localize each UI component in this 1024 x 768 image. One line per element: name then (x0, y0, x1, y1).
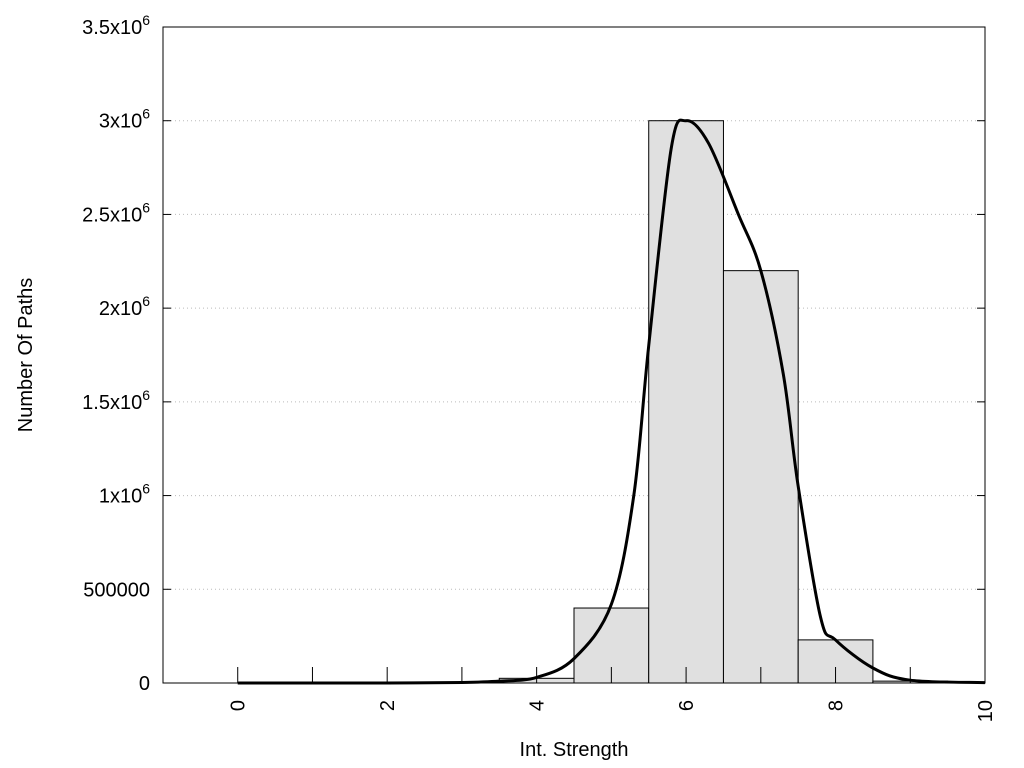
plot-frame (162, 26, 986, 684)
y-tick-label: 500000 (83, 579, 150, 601)
y-tick-label: 0 (139, 673, 150, 695)
x-tick-label: 10 (975, 700, 997, 722)
y-tick-label: 3.5x106 (82, 12, 150, 39)
y-tick-label: 1x106 (99, 481, 150, 508)
curve (237, 118, 986, 685)
y-tick-label: 2.5x106 (82, 199, 150, 226)
x-axis: 0 2 4 6 8 10 (228, 667, 997, 722)
x-axis-label: Int. Strength (520, 739, 629, 761)
x-tick-label: 2 (377, 700, 399, 711)
x-tick-label: 6 (676, 700, 698, 711)
grid-lines (163, 120, 985, 590)
x-tick-label: 4 (527, 700, 549, 711)
y-tick-label: 2x106 (99, 293, 150, 320)
x-tick-label: 8 (826, 700, 848, 711)
y-tick-label: 1.5x106 (82, 387, 150, 414)
bar (648, 120, 724, 684)
y-axis: 0 500000 1x106 1.5x106 2x106 2.5x106 3x106 3.5x… (82, 12, 985, 695)
y-axis-label: Number Of Paths (15, 278, 37, 433)
density-curve (237, 118, 986, 685)
x-tick-label: 0 (228, 700, 250, 711)
y-tick-label: 3x106 (99, 106, 150, 133)
bar (722, 270, 799, 684)
